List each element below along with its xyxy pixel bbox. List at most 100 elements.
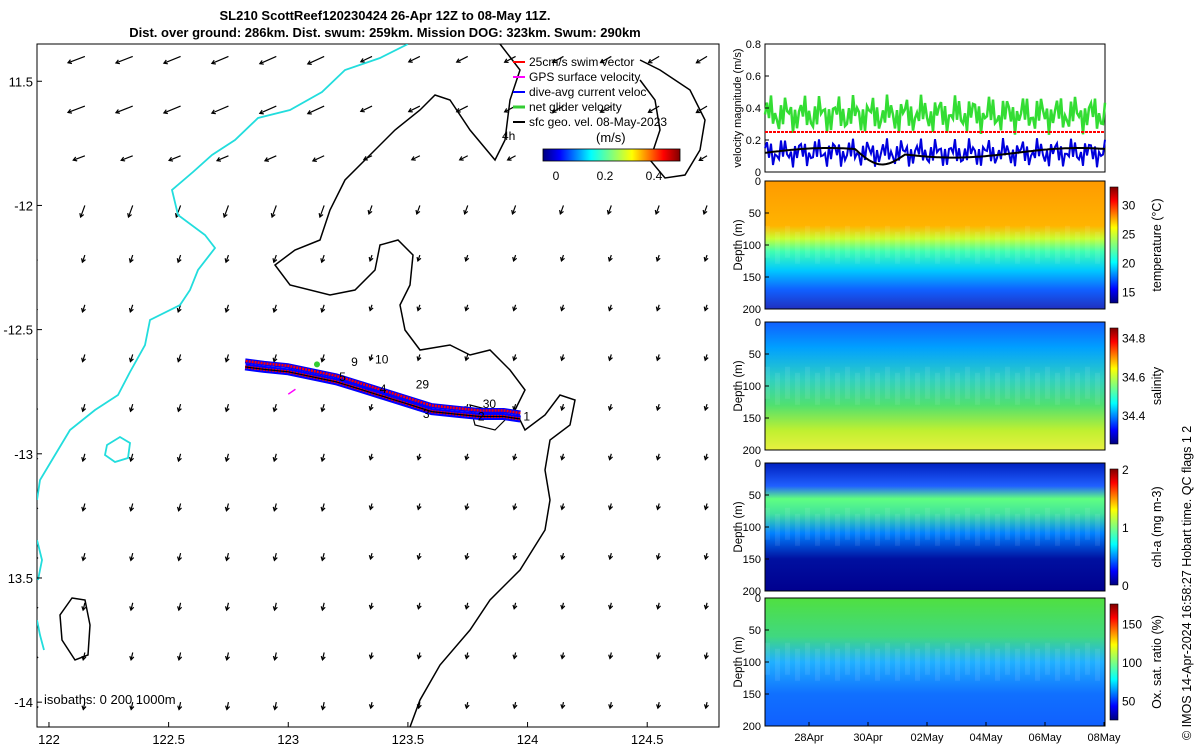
current-arrow-head: [551, 58, 557, 64]
current-arrow: [120, 155, 133, 161]
section-texture-band: [1035, 231, 1040, 264]
current-arrow-head: [416, 356, 422, 362]
section-texture-band: [985, 642, 990, 675]
current-arrow-head: [703, 405, 709, 412]
current-arrow-head: [306, 109, 312, 115]
current-arrow: [37, 205, 38, 208]
current-arrow-head: [608, 604, 614, 610]
current-arrow-head: [607, 256, 613, 262]
current-arrow-head: [367, 209, 373, 216]
section-texture-band: [825, 366, 830, 399]
current-arrow-head: [176, 258, 182, 264]
current-arrow: [274, 702, 277, 710]
current-arrow-head: [272, 506, 278, 512]
current-arrow: [81, 254, 86, 263]
isobath-loop: [639, 59, 706, 179]
current-arrow-head: [272, 258, 278, 264]
section-texture-band: [795, 231, 800, 264]
map-x-tick-label: 122.5: [152, 732, 185, 747]
current-arrow-head: [464, 654, 470, 660]
date-tick-label: 30Apr: [853, 732, 883, 744]
current-arrow: [312, 155, 325, 162]
current-arrow-head: [368, 654, 374, 660]
current-arrow: [271, 205, 277, 218]
current-arrow: [273, 403, 277, 412]
current-arrow-head: [608, 704, 614, 710]
section-texture-band: [845, 366, 850, 399]
current-arrow-head: [512, 654, 518, 660]
section-panel-salinity: 0 50 100 150 200 Depth (m) 34.8 34.6 34.4 salinit…: [733, 317, 1164, 457]
current-arrow-head: [129, 705, 135, 711]
current-arrow-head: [647, 108, 653, 113]
velocity-y-tick-label: 0.4: [746, 103, 761, 115]
current-arrow-head: [81, 606, 87, 612]
current-arrow-head: [607, 356, 613, 362]
current-arrow: [368, 205, 373, 215]
legend-label-dive: dive-avg current veloc: [529, 85, 646, 99]
section-texture-band: [975, 231, 980, 264]
current-arrow-head: [177, 705, 183, 711]
duration-label: 4h: [502, 129, 515, 143]
depth-tick-label: 0: [755, 458, 761, 470]
current-arrow: [226, 702, 230, 710]
current-arrow: [177, 354, 182, 362]
current-arrow: [259, 105, 277, 114]
section-texture-band: [905, 225, 910, 258]
section-texture-band: [955, 372, 960, 405]
temperature-colorbar: [1109, 186, 1119, 304]
current-arrow-head: [224, 456, 230, 463]
current-arrow: [459, 155, 469, 161]
section-texture-band: [815, 231, 820, 264]
isobath-small: [59, 597, 91, 661]
current-arrow-head: [176, 456, 182, 463]
current-arrow-head: [560, 604, 566, 610]
current-arrow: [600, 105, 612, 113]
section-texture-band: [945, 507, 950, 540]
current-arrow-head: [66, 108, 73, 114]
section-texture-band: [915, 648, 920, 681]
colorbar-tick-label: 34.6: [1122, 370, 1146, 384]
current-arrow-head: [455, 58, 461, 63]
section-texture-band: [805, 642, 810, 675]
velocity-y-tick-label: 0.6: [746, 71, 761, 83]
current-arrow-head: [114, 109, 121, 114]
current-arrow-head: [306, 60, 312, 65]
section-texture-band: [975, 648, 980, 681]
current-arrow: [177, 403, 182, 412]
current-arrow-head: [655, 604, 661, 610]
current-arrow: [129, 403, 134, 412]
current-arrow-head: [263, 157, 269, 162]
velocity-series-line: [764, 137, 1106, 168]
date-tick-label: 28Apr: [794, 732, 824, 744]
section-texture-band: [785, 366, 790, 399]
current-arrow: [130, 702, 134, 710]
current-arrow-head: [703, 604, 709, 610]
section-texture-band: [835, 372, 840, 405]
current-arrow: [130, 503, 134, 511]
current-arrow-head: [560, 356, 566, 362]
current-arrow-head: [599, 58, 605, 64]
current-arrow: [273, 552, 277, 561]
net-glider-velocity-marker: [313, 361, 320, 368]
current-arrow-head: [368, 405, 374, 412]
current-arrow-head: [81, 705, 87, 711]
current-arrow: [226, 602, 230, 611]
map-y-ticks: 11.5 -12 -12.5 -13 13.5 -14: [3, 74, 42, 710]
current-arrow: [168, 155, 181, 162]
current-arrow: [37, 56, 38, 58]
current-arrow-head: [608, 505, 614, 511]
gps-surface-velocity-vector: [287, 388, 296, 395]
section-texture-band: [885, 507, 890, 540]
track-day-label: 29: [416, 377, 430, 391]
date-tick-label: 06May: [1028, 732, 1062, 744]
section-texture-band: [985, 507, 990, 540]
current-arrow-head: [225, 705, 231, 711]
depth-axis-label: Depth (m): [733, 636, 745, 687]
velocity-y-tick-label: 0.8: [746, 39, 761, 51]
section-texture-band: [1095, 648, 1100, 681]
current-arrow: [264, 155, 277, 162]
current-arrow-head: [464, 306, 470, 312]
current-arrow-head: [655, 455, 661, 461]
swim-vector-track-return: [245, 359, 521, 415]
section-texture-band: [905, 642, 910, 675]
